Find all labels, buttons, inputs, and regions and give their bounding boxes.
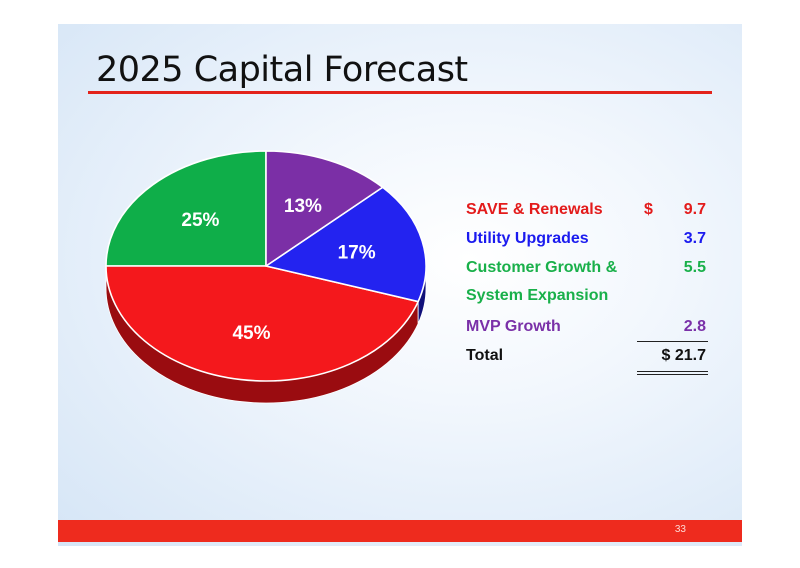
legend-label-save: SAVE & Renewals	[466, 201, 603, 218]
pie-slice-45-2	[105, 265, 419, 382]
legend-row-customer: Customer Growth & System Expansion 5.5	[466, 252, 706, 311]
legend-table: SAVE & Renewals $ 9.7 Utility Upgrades 3…	[466, 194, 708, 375]
pie-label-3: 17%	[338, 242, 376, 263]
page-number: 33	[674, 524, 686, 535]
pie-slices	[105, 150, 427, 382]
legend-label-utility: Utility Upgrades	[466, 230, 589, 247]
legend-row-save: SAVE & Renewals $ 9.7	[466, 194, 706, 223]
legend-label-customer: Customer Growth & System Expansion	[466, 259, 618, 304]
pie-slice-13-4	[265, 150, 384, 267]
pie-label-4: 13%	[284, 196, 322, 217]
legend-row-utility: Utility Upgrades 3.7	[466, 223, 706, 252]
pie-label-1: 25%	[181, 210, 219, 231]
legend-value-customer: 5.5	[683, 259, 706, 276]
footer-bar: 33	[58, 520, 742, 542]
legend-label-total: Total	[466, 347, 504, 364]
legend-label-mvp: MVP Growth	[466, 318, 561, 335]
legend-value-total: $ 21.7	[661, 347, 706, 364]
pie-labels: 25% 45% 17% 13%	[181, 196, 375, 344]
subtotal-rule	[637, 341, 708, 342]
pie-slice-17-3	[265, 186, 427, 303]
legend-value-mvp: 2.8	[683, 318, 706, 335]
title-underline	[88, 91, 712, 94]
legend-row-mvp: MVP Growth 2.8	[466, 311, 706, 340]
legend-value-utility: 3.7	[683, 230, 706, 247]
slide-title: 2025 Capital Forecast	[96, 50, 468, 90]
legend-value-save: 9.7	[683, 201, 706, 218]
slide: 2025 Capital Forecast 25% 45% 17% 13% SAVE …	[58, 24, 742, 546]
total-double-rule	[637, 371, 708, 375]
pie-chart: 25% 45% 17% 13%	[105, 150, 427, 404]
legend-dollar-save: $	[644, 201, 653, 218]
legend-row-total: Total $ 21.7	[466, 340, 706, 369]
pie-label-2: 45%	[232, 323, 270, 344]
pie-slice-25-1	[105, 150, 267, 267]
